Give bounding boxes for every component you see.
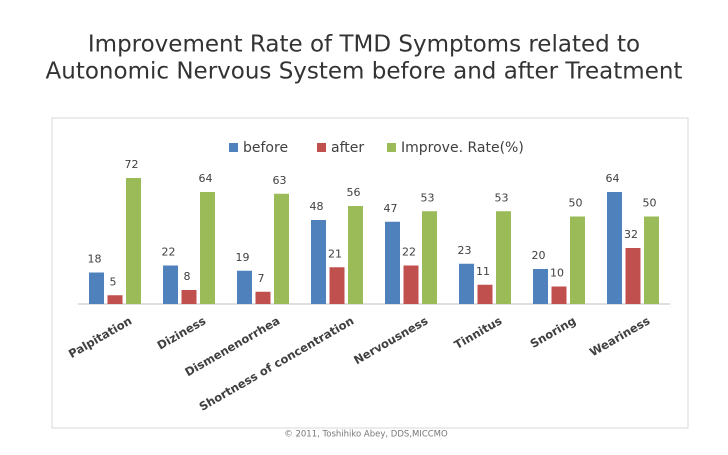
bar: [274, 193, 289, 304]
value-label: 56: [347, 186, 361, 199]
bar: [255, 291, 271, 304]
value-label: 22: [402, 246, 416, 259]
bar: [126, 178, 141, 304]
bar: [163, 265, 178, 304]
bar: [237, 270, 252, 304]
chart-title: Improvement Rate of TMD Symptoms related…: [88, 32, 640, 58]
x-tick-label: Snoring: [528, 314, 579, 351]
value-label: 64: [606, 172, 620, 185]
value-label: 47: [384, 202, 398, 215]
bar: [477, 284, 493, 304]
chart-frame: [51, 117, 689, 429]
x-tick-label: Tinnitus: [452, 313, 505, 352]
value-label: 19: [236, 251, 250, 264]
footnote: © 2011, Toshihiko Abey, DDS,MICCMO: [284, 430, 448, 440]
value-label: 11: [476, 265, 490, 278]
value-label: 32: [624, 228, 638, 241]
value-label: 8: [184, 270, 191, 283]
value-label: 63: [273, 174, 287, 187]
value-label: 18: [88, 253, 102, 266]
bar: [89, 272, 104, 304]
bar: [385, 221, 400, 304]
bar: [607, 192, 622, 304]
bar: [107, 295, 123, 304]
bar: [311, 220, 326, 304]
value-label: 22: [162, 246, 176, 259]
legend-swatch: [229, 143, 238, 152]
legend-swatch: [317, 143, 326, 152]
bar: [644, 216, 659, 304]
x-tick-label: Weariness: [587, 313, 652, 359]
bar: [403, 265, 419, 304]
legend-label: before: [243, 140, 288, 156]
value-label: 5: [110, 275, 117, 288]
bar: [422, 211, 437, 304]
value-label: 53: [495, 191, 509, 204]
value-label: 48: [310, 200, 324, 213]
value-label: 23: [458, 244, 472, 257]
bar: [551, 286, 567, 304]
bar: [533, 269, 548, 304]
bar: [181, 290, 197, 304]
value-label: 21: [328, 247, 342, 260]
bar: [625, 248, 641, 304]
bar: [496, 211, 511, 304]
value-label: 50: [643, 197, 657, 210]
legend-label: Improve. Rate(%): [401, 140, 524, 156]
value-label: 72: [125, 158, 139, 171]
bar: [348, 206, 363, 304]
value-label: 10: [550, 267, 564, 280]
bar: [329, 267, 345, 304]
value-label: 20: [532, 249, 546, 262]
bar: [570, 216, 585, 304]
legend-label: after: [331, 140, 364, 156]
value-label: 64: [199, 172, 213, 185]
x-tick-label: Diziness: [155, 313, 209, 352]
x-tick-label: Palpitation: [66, 314, 134, 362]
bar: [200, 192, 215, 304]
x-tick-label: Nervousness: [351, 313, 430, 367]
legend-swatch: [387, 143, 396, 152]
value-label: 53: [421, 191, 435, 204]
chart-title: Autonomic Nervous System before and afte…: [46, 59, 683, 85]
value-label: 50: [569, 197, 583, 210]
bar: [459, 263, 474, 304]
value-label: 7: [258, 272, 265, 285]
